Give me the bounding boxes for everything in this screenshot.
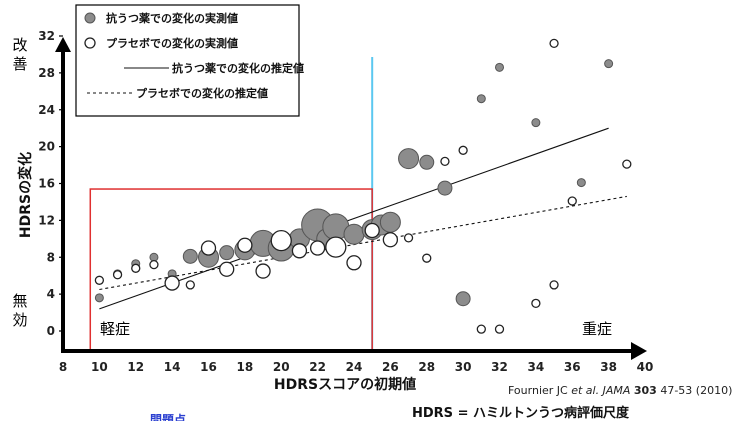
y-tick-label-0: 0 [47, 324, 55, 338]
placebo-point-16 [382, 232, 399, 248]
x-axis-arrowhead [631, 342, 647, 360]
x-tick-label-28: 28 [418, 360, 435, 374]
y-tick-label-8: 8 [47, 250, 55, 264]
placebo-point-8 [237, 237, 253, 253]
drug-point-22 [455, 291, 471, 307]
legend-label-3: プラセボでの変化の推定値 [136, 86, 268, 100]
placebo-point-20 [458, 145, 468, 155]
y-tick-label-16: 16 [38, 177, 55, 191]
drug-point-19 [398, 148, 420, 170]
x-tick-label-34: 34 [528, 360, 545, 374]
citation-journal: et al. JAMA [571, 384, 631, 397]
placebo-point-4 [164, 275, 180, 291]
drug-point-23 [476, 94, 486, 104]
citation-authors: Fournier JC [508, 384, 572, 397]
x-tick-label-32: 32 [491, 360, 508, 374]
legend-marker-0 [84, 12, 96, 24]
placebo-point-27 [622, 159, 632, 169]
legend-marker-1 [84, 37, 96, 49]
drug-fit-line [99, 127, 609, 310]
placebo-point-3 [149, 259, 159, 270]
x-tick-label-10: 10 [91, 360, 108, 374]
drug-point-18 [379, 211, 401, 233]
x-tick-label-24: 24 [346, 360, 363, 374]
placebo-fit-line [99, 195, 627, 291]
x-tick-label-12: 12 [127, 360, 144, 374]
y-axis-title: HDRSの変化 [17, 152, 34, 238]
placebo-point-22 [494, 324, 505, 334]
placebo-point-18 [422, 253, 432, 263]
x-tick-label-30: 30 [455, 360, 472, 374]
y-top-label-char-0: 改 [12, 36, 27, 54]
x-tick-label-14: 14 [164, 360, 181, 374]
legend-label-0: 抗うつ薬での変化の実測値 [106, 11, 238, 25]
y-top-label-char-1: 善 [12, 55, 27, 73]
citation: Fournier JC et al. JAMA 303 47-53 (2010) [508, 384, 732, 397]
drug-point-0 [94, 293, 104, 303]
drug-point-27 [604, 59, 614, 69]
placebo-point-23 [531, 298, 541, 308]
placebo-point-5 [185, 280, 195, 290]
placebo-point-26 [567, 196, 577, 206]
y-tick-label-24: 24 [38, 103, 55, 117]
drug-point-7 [219, 245, 235, 261]
placebo-point-0 [94, 275, 105, 285]
x-tick-label-16: 16 [200, 360, 217, 374]
drug-point-15 [343, 223, 365, 245]
placebo-point-9 [255, 263, 271, 279]
x-tick-label-18: 18 [237, 360, 254, 374]
legend-box [75, 4, 300, 117]
drug-point-25 [531, 118, 541, 128]
mild-region-label: 軽症 [100, 320, 130, 338]
hdrs-definition: HDRS = ハミルトンうつ病評価尺度 [412, 406, 629, 421]
x-tick-label-22: 22 [309, 360, 326, 374]
placebo-point-7 [219, 261, 235, 277]
x-tick-label-8: 8 [59, 360, 67, 374]
placebo-point-10 [270, 230, 292, 252]
y-tick-label-12: 12 [38, 213, 55, 227]
legend-label-1: プラセボでの変化の実測値 [106, 36, 238, 50]
y-tick-label-20: 20 [38, 140, 55, 154]
placebo-point-1 [112, 270, 123, 280]
placebo-point-25 [549, 280, 559, 290]
drug-point-21 [437, 180, 453, 196]
placebo-point-21 [476, 324, 486, 334]
y-bottom-label-char-1: 効 [12, 311, 27, 329]
placebo-point-12 [309, 240, 326, 256]
citation-pages-year: 47-53 (2010) [656, 384, 733, 397]
x-axis-title: HDRSスコアの初期値 [274, 376, 416, 393]
placebo-point-13 [325, 236, 347, 258]
drug-point-26 [576, 178, 586, 188]
y-tick-label-32: 32 [38, 29, 55, 43]
x-tick-label-20: 20 [273, 360, 290, 374]
drug-point-5 [182, 248, 198, 264]
severe-region-label: 重症 [582, 320, 612, 338]
placebo-point-6 [200, 240, 217, 256]
placebo-point-15 [364, 222, 380, 239]
placebo-point-2 [131, 263, 141, 273]
drug-point-24 [495, 62, 504, 72]
x-tick-label-40: 40 [637, 360, 654, 374]
y-bottom-label-char-0: 無 [12, 292, 27, 310]
placebo-point-19 [440, 156, 450, 167]
placebo-point-14 [346, 255, 362, 271]
y-tick-label-4: 4 [47, 287, 55, 301]
x-tick-label-26: 26 [382, 360, 399, 374]
x-tick-label-36: 36 [564, 360, 581, 374]
placebo-point-11 [291, 243, 308, 259]
y-tick-label-28: 28 [38, 66, 55, 80]
x-tick-label-38: 38 [600, 360, 617, 374]
drug-point-20 [419, 154, 435, 170]
citation-volume: 303 [633, 384, 657, 397]
y-axis-arrowhead [55, 37, 71, 52]
legend-label-2: 抗うつ薬での変化の推定値 [172, 61, 304, 75]
placebo-point-17 [403, 233, 414, 243]
cut-off-link-text: 問題点 [150, 413, 187, 421]
placebo-point-24 [549, 38, 559, 49]
